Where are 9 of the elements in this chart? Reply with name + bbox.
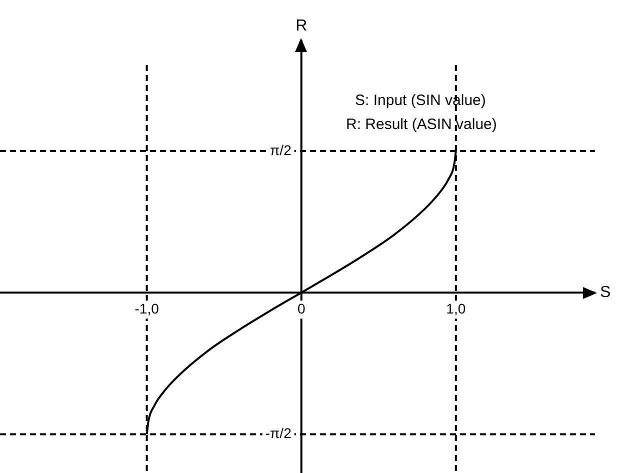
annotation: S: Input (SIN value) bbox=[355, 92, 486, 109]
x-axis-title: S bbox=[600, 284, 611, 301]
x-tick-label: 1,0 bbox=[446, 300, 466, 316]
annotation: R: Result (ASIN value) bbox=[346, 116, 497, 133]
y-axis-title: R bbox=[296, 17, 308, 34]
y-tick-label: π/2 bbox=[270, 142, 292, 158]
x-tick-label: 0 bbox=[297, 300, 306, 316]
x-tick-label: -1,0 bbox=[134, 300, 160, 316]
y-tick-label: -π/2 bbox=[265, 425, 292, 442]
